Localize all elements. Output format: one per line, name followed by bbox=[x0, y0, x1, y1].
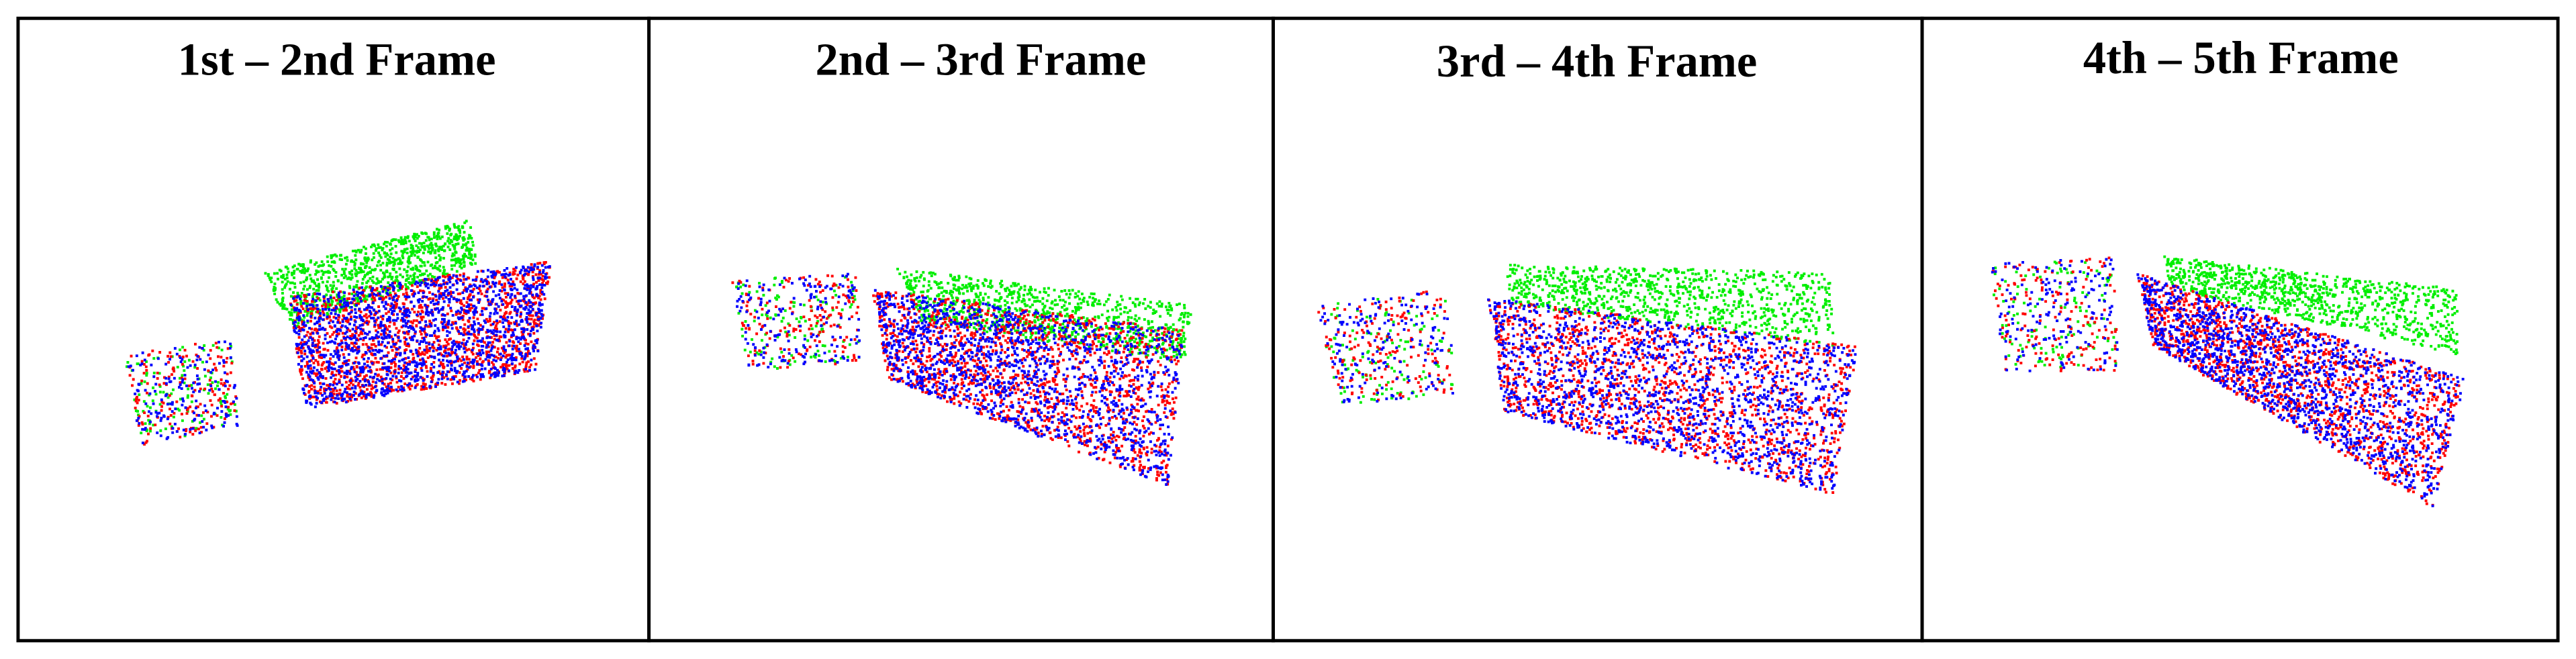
point-cloud bbox=[1319, 293, 1857, 491]
panel-border bbox=[1920, 16, 2560, 643]
point-clouds bbox=[125, 219, 2465, 507]
point-cloud bbox=[1317, 291, 1856, 494]
panel-title: 3rd – 4th Frame bbox=[1437, 36, 1758, 87]
panel-title: 4th – 5th Frame bbox=[2083, 32, 2399, 83]
point-cloud bbox=[735, 267, 1192, 370]
point-cloud bbox=[125, 219, 477, 438]
point-cloud bbox=[1991, 258, 2465, 507]
panel-title: 1st – 2nd Frame bbox=[178, 34, 496, 85]
point-cloud bbox=[736, 272, 1184, 486]
point-cloud bbox=[1993, 255, 2459, 368]
panel-title: 2nd – 3rd Frame bbox=[816, 34, 1147, 85]
point-cloud bbox=[731, 274, 1184, 486]
panel-borders bbox=[16, 16, 2560, 643]
